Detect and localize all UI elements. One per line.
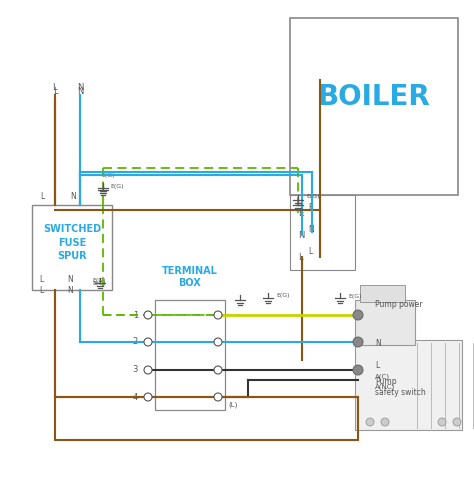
Text: E(G): E(G) xyxy=(306,194,319,199)
Text: E(G): E(G) xyxy=(101,173,115,178)
Text: N: N xyxy=(77,87,83,96)
Text: SWITCHED
FUSE
SPUR: SWITCHED FUSE SPUR xyxy=(43,224,101,261)
Text: A(NC): A(NC) xyxy=(375,383,395,389)
Text: E(G): E(G) xyxy=(92,278,106,283)
Text: N: N xyxy=(375,339,381,348)
Text: L: L xyxy=(53,87,57,96)
Bar xyxy=(32,205,112,290)
Bar xyxy=(155,300,225,410)
Text: L: L xyxy=(39,275,43,284)
Text: N: N xyxy=(308,225,314,234)
Circle shape xyxy=(438,418,446,426)
Text: N: N xyxy=(67,275,73,284)
Bar xyxy=(290,195,355,270)
Text: (L): (L) xyxy=(228,402,237,409)
Text: 2: 2 xyxy=(133,337,138,346)
Bar xyxy=(355,340,462,430)
Text: N: N xyxy=(67,286,73,295)
Text: Pump
safety switch: Pump safety switch xyxy=(375,377,426,397)
Circle shape xyxy=(214,311,222,319)
Text: E(G): E(G) xyxy=(110,184,124,189)
Text: E: E xyxy=(308,203,313,212)
Bar xyxy=(290,18,458,195)
Text: A(C): A(C) xyxy=(375,374,390,380)
Text: BOILER: BOILER xyxy=(318,82,430,111)
Bar xyxy=(360,285,405,302)
Text: L: L xyxy=(298,252,302,261)
Circle shape xyxy=(214,393,222,401)
Text: L: L xyxy=(40,192,44,201)
Text: L: L xyxy=(52,83,56,92)
Circle shape xyxy=(453,418,461,426)
Circle shape xyxy=(353,310,363,320)
Text: N: N xyxy=(70,192,76,201)
Circle shape xyxy=(144,366,152,374)
Text: 4: 4 xyxy=(133,393,138,402)
Text: L: L xyxy=(39,286,43,295)
Circle shape xyxy=(381,418,389,426)
Text: E(G): E(G) xyxy=(276,293,290,298)
Text: E: E xyxy=(298,208,303,217)
Circle shape xyxy=(353,365,363,375)
Text: N: N xyxy=(298,231,304,240)
Circle shape xyxy=(214,366,222,374)
Circle shape xyxy=(144,338,152,346)
Circle shape xyxy=(144,393,152,401)
Text: E(G): E(G) xyxy=(348,294,362,299)
Text: TERMINAL
BOX: TERMINAL BOX xyxy=(162,266,218,288)
Text: 1: 1 xyxy=(133,311,138,320)
Circle shape xyxy=(366,418,374,426)
Circle shape xyxy=(144,311,152,319)
Text: N: N xyxy=(77,83,83,92)
Text: L: L xyxy=(308,247,312,256)
Bar xyxy=(355,300,415,345)
Circle shape xyxy=(353,337,363,347)
Text: Pump power: Pump power xyxy=(375,300,423,309)
Text: 3: 3 xyxy=(133,366,138,374)
Text: L: L xyxy=(375,361,379,370)
Text: E(G): E(G) xyxy=(92,281,106,286)
Circle shape xyxy=(214,338,222,346)
